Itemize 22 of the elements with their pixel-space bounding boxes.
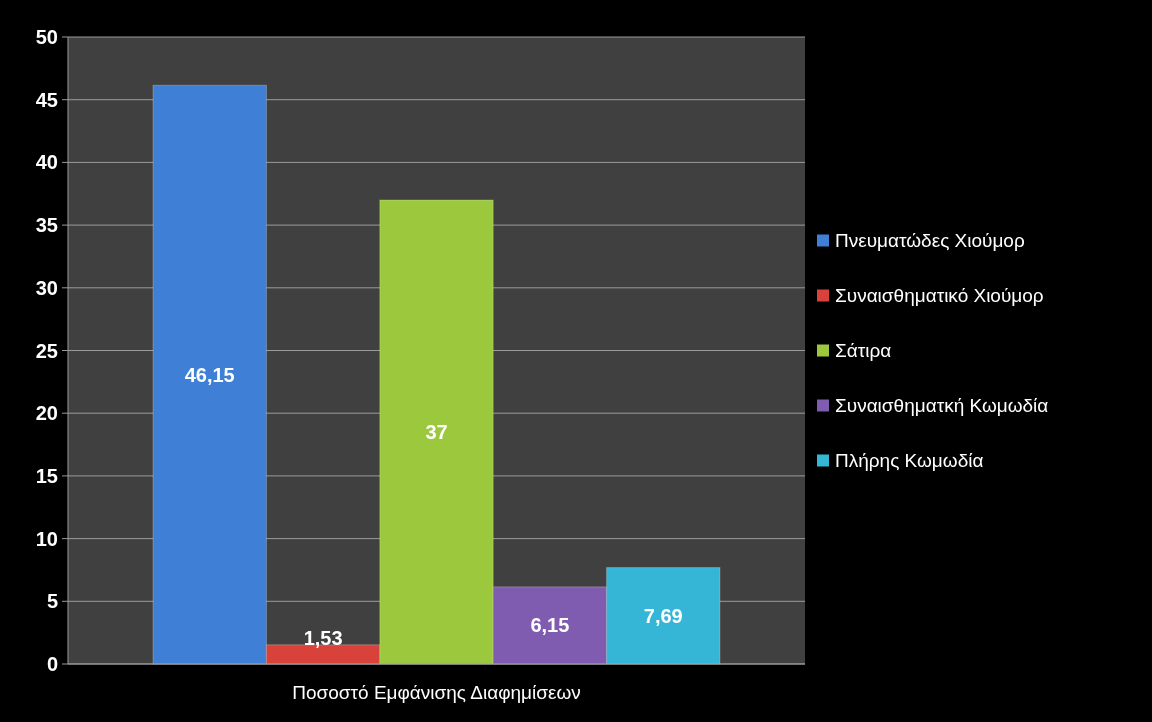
- x-tick-label: Ποσοστό Εμφάνισης Διαφημίσεων: [292, 682, 581, 703]
- y-tick-label: 40: [35, 151, 58, 174]
- data-label: 46,15: [184, 363, 235, 386]
- y-tick-label: 15: [35, 464, 58, 487]
- y-tick-label: 10: [35, 527, 58, 550]
- legend-label: Πνευματώδες Χιούμορ: [835, 230, 1025, 252]
- y-tick-label: 20: [35, 402, 58, 425]
- y-tick-label: 0: [46, 653, 58, 675]
- data-label: 6,15: [530, 614, 570, 637]
- y-tick-label: 35: [35, 214, 58, 237]
- y-tick-label: 45: [35, 88, 58, 111]
- legend-label: Συναισθηματκή Κωμωδία: [835, 395, 1049, 417]
- legend-label: Σάτιρα: [835, 340, 892, 362]
- legend-label: Συναισθηματικό Χιούμορ: [835, 285, 1044, 307]
- y-tick-label: 5: [46, 590, 58, 613]
- data-label: 1,53: [303, 626, 343, 649]
- legend-label: Πλήρης Κωμωδία: [835, 450, 984, 472]
- y-tick-label: 50: [35, 26, 58, 48]
- data-label: 7,69: [643, 604, 683, 627]
- y-tick-label: 25: [35, 339, 58, 362]
- y-tick-label: 30: [35, 276, 58, 299]
- data-label: 37: [425, 421, 448, 444]
